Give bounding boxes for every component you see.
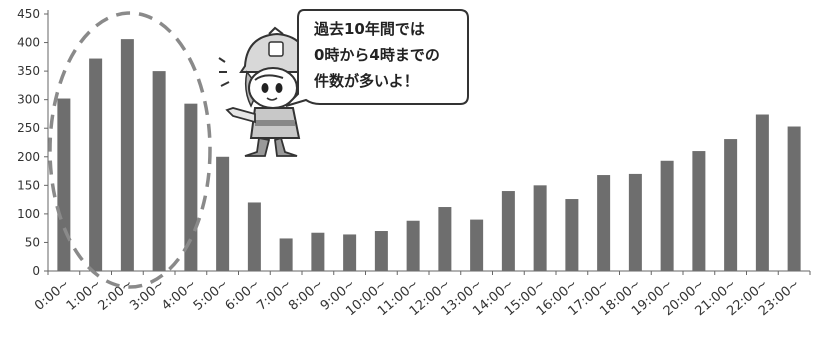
bar-0 bbox=[57, 98, 71, 271]
y-tick-label: 300 bbox=[17, 93, 40, 107]
y-axis: 0 50 100 150 200 250 300 350 400 450 bbox=[17, 7, 49, 278]
bar-17 bbox=[597, 175, 611, 271]
speech-bubble: 過去10年間では 0時から4時までの 件数が多いよ！ bbox=[285, 9, 469, 107]
y-tick-label: 50 bbox=[25, 235, 40, 249]
firefighter-mascot-icon bbox=[218, 26, 315, 157]
x-tick-labels: 0:00~1:00~2:00~3:00~4:00~5:00~6:00~7:00~… bbox=[32, 277, 803, 320]
bar-19 bbox=[660, 160, 674, 271]
x-tick-label: 6:00~ bbox=[223, 277, 263, 314]
y-tick-label: 150 bbox=[17, 178, 40, 192]
y-tick-label: 100 bbox=[17, 207, 40, 221]
bar-23 bbox=[787, 126, 801, 272]
bar-16 bbox=[565, 199, 579, 271]
y-tick-label: 350 bbox=[17, 64, 40, 78]
bar-10 bbox=[374, 231, 388, 271]
y-tick-label: 250 bbox=[17, 121, 40, 135]
bar-20 bbox=[692, 151, 706, 271]
y-tick-label: 450 bbox=[17, 7, 40, 21]
bar-2 bbox=[120, 39, 134, 271]
bar-22 bbox=[755, 114, 769, 271]
bar-13 bbox=[470, 219, 484, 271]
x-tick-label: 2:00~ bbox=[96, 277, 136, 314]
bar-21 bbox=[724, 139, 738, 271]
bars bbox=[57, 39, 801, 272]
callout-line-1: 過去10年間では bbox=[313, 20, 425, 38]
bar-15 bbox=[533, 185, 547, 271]
bar-7 bbox=[279, 238, 293, 271]
x-tick-label: 0:00~ bbox=[32, 277, 72, 314]
bar-6 bbox=[247, 202, 261, 271]
bar-3 bbox=[152, 71, 166, 271]
bar-8 bbox=[311, 232, 325, 271]
y-tick-label: 200 bbox=[17, 150, 40, 164]
highlight-ellipse bbox=[48, 11, 212, 289]
bar-9 bbox=[343, 234, 357, 271]
x-tick-label: 3:00~ bbox=[127, 277, 167, 314]
bar-14 bbox=[501, 191, 515, 271]
bar-1 bbox=[89, 58, 103, 272]
x-tick-label: 4:00~ bbox=[159, 277, 199, 314]
x-tick-label: 8:00~ bbox=[286, 277, 326, 314]
y-tick-label: 0 bbox=[32, 264, 40, 278]
bar-5 bbox=[216, 156, 230, 271]
y-tick-label: 400 bbox=[17, 36, 40, 50]
x-tick-label: 5:00~ bbox=[191, 277, 231, 314]
bar-12 bbox=[438, 207, 452, 271]
callout-line-3: 件数が多いよ！ bbox=[314, 72, 419, 90]
x-tick-label: 7:00~ bbox=[254, 277, 294, 314]
callout-line-2: 0時から4時までの bbox=[314, 46, 440, 64]
bar-18 bbox=[628, 173, 642, 271]
bar-11 bbox=[406, 220, 420, 271]
x-axis bbox=[47, 270, 811, 275]
x-tick-label: 1:00~ bbox=[64, 277, 104, 314]
